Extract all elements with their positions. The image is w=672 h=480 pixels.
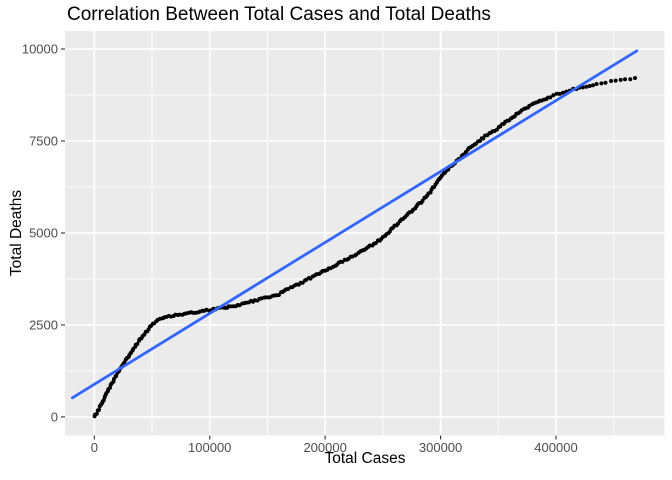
trend-line (70, 49, 639, 400)
data-point (554, 91, 559, 96)
y-tick-label: 10000 (22, 42, 58, 57)
y-tick-label: 0 (51, 409, 58, 424)
data-point (580, 85, 585, 90)
data-point (584, 84, 589, 89)
x-tick-label: 400000 (534, 440, 577, 455)
data-point (599, 81, 604, 86)
data-point (228, 304, 233, 309)
x-tick-label: 100000 (188, 440, 231, 455)
data-point (94, 411, 99, 416)
data-point (613, 78, 618, 83)
data-point (618, 77, 623, 82)
data-point (628, 77, 633, 82)
y-axis-title: Total Deaths (8, 189, 25, 277)
data-point (551, 93, 556, 98)
x-tick-label: 300000 (419, 440, 462, 455)
data-point (276, 293, 281, 297)
data-point (594, 82, 599, 86)
data-point (591, 83, 595, 88)
data-point (603, 80, 608, 85)
y-tick-label: 5000 (29, 225, 58, 240)
data-point (114, 373, 119, 378)
data-point (561, 90, 566, 95)
y-tick-label: 2500 (29, 317, 58, 332)
data-point (548, 95, 553, 100)
data-point (623, 77, 627, 82)
chart-title: Correlation Between Total Cases and Tota… (67, 4, 491, 25)
y-tick-label: 7500 (29, 134, 58, 149)
data-point (609, 79, 614, 83)
data-point (481, 136, 486, 141)
x-tick-label: 200000 (303, 440, 346, 455)
data-point (633, 76, 637, 80)
data-point (557, 91, 562, 96)
data-point (420, 198, 425, 203)
data-point (135, 342, 140, 346)
data-point (97, 407, 101, 412)
x-tick-label: 0 (91, 440, 98, 455)
data-point (587, 84, 592, 88)
x-axis-title: Total Cases (324, 450, 406, 467)
